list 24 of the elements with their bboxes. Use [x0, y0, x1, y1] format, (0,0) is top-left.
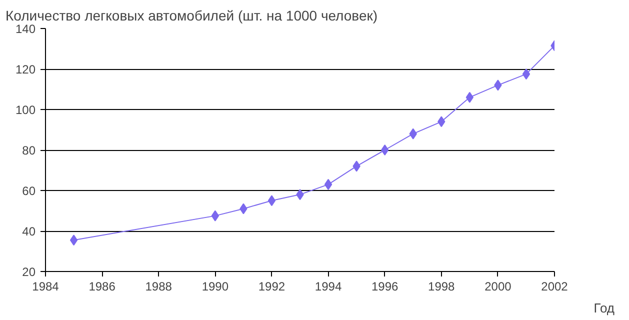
point — [381, 144, 389, 156]
x-axis-title: Год — [594, 300, 615, 316]
point — [70, 234, 78, 246]
y-tick-label: 120 — [15, 62, 36, 76]
y-tick-label: 100 — [15, 103, 36, 117]
x-tick-label: 1992 — [258, 280, 286, 294]
point — [324, 178, 332, 190]
y-tick-label: 40 — [22, 224, 36, 238]
x-tick-label: 1984 — [32, 280, 60, 294]
y-tick-label: 20 — [22, 265, 36, 279]
x-tick-label: 1990 — [202, 280, 229, 294]
point — [268, 195, 276, 206]
x-tick-label: 2000 — [484, 280, 512, 294]
x-tick-label: 1998 — [428, 280, 456, 294]
x-tick-label: 1986 — [88, 280, 116, 294]
chart-title: Количество легковых автомобилей (шт. на 1000 человек) — [6, 8, 378, 24]
x-tick-label: 2002 — [541, 280, 568, 294]
x-tick-label: 1994 — [314, 280, 342, 294]
y-tick-label: 80 — [22, 144, 36, 158]
x-tick-label: 1996 — [371, 280, 399, 294]
y-tick-label: 140 — [15, 22, 36, 36]
x-tick-label: 1988 — [145, 280, 172, 294]
point — [522, 68, 530, 80]
y-tick-label: 60 — [22, 184, 36, 198]
